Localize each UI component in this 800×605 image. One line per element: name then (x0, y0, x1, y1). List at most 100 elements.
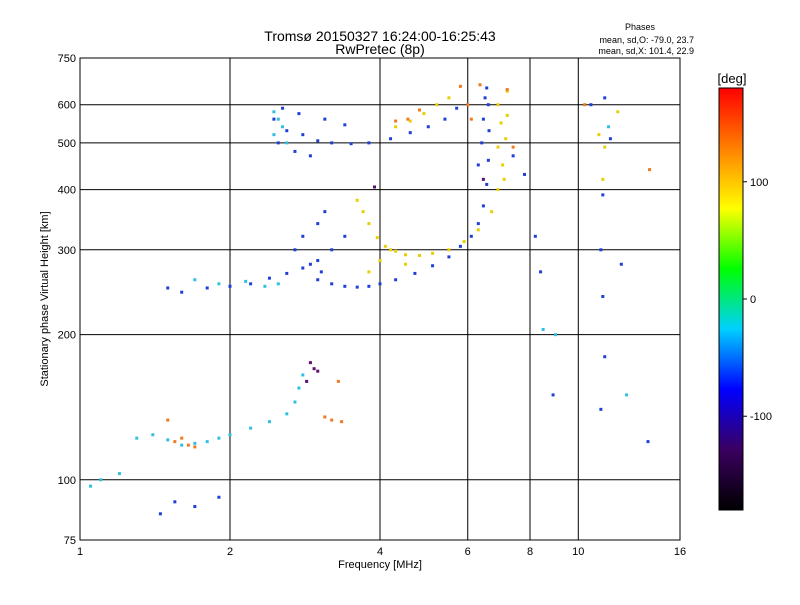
data-point (308, 154, 312, 158)
x-tick-label: 10 (572, 546, 584, 558)
data-point (343, 284, 347, 288)
colorbar-tick-label: 100 (750, 177, 768, 189)
data-point (89, 484, 93, 488)
data-point (469, 234, 473, 238)
data-point (589, 103, 593, 107)
data-point (272, 117, 276, 121)
data-point (601, 295, 605, 299)
data-point (316, 139, 320, 143)
data-point (217, 282, 221, 286)
data-point (523, 172, 527, 176)
data-point (406, 117, 410, 121)
data-point (293, 149, 297, 153)
data-point (193, 445, 197, 449)
data-point (276, 117, 280, 121)
data-point (394, 249, 398, 253)
data-point (272, 133, 276, 137)
data-point (340, 420, 344, 424)
data-point (186, 443, 190, 447)
y-tick-label: 400 (58, 185, 76, 197)
x-tick-label: 8 (527, 546, 533, 558)
data-point (173, 500, 177, 504)
legend-line-x: mean, sd,X: 101.4, 22.9 (598, 46, 694, 56)
data-point (496, 145, 500, 149)
chart-title: Tromsø 20150327 16:24:00-16:25:43 (264, 28, 496, 44)
data-point (499, 121, 503, 125)
data-point (180, 290, 184, 294)
data-point (217, 436, 221, 440)
data-point (608, 137, 612, 141)
data-point (308, 361, 312, 365)
data-point (312, 367, 316, 371)
x-tick-label: 16 (674, 546, 686, 558)
data-point (367, 284, 371, 288)
data-point (228, 433, 232, 437)
data-point (485, 86, 489, 90)
data-point (431, 264, 435, 268)
data-point (383, 244, 387, 248)
legend-line-o: mean, sd,O: -79.0, 23.7 (599, 35, 694, 45)
data-point (343, 123, 347, 127)
data-point (99, 478, 103, 482)
data-point (480, 141, 484, 145)
data-point (616, 110, 620, 114)
y-tick-label: 500 (58, 138, 76, 150)
data-point (293, 248, 297, 252)
data-point (319, 270, 323, 274)
data-point (599, 407, 603, 411)
data-point (447, 96, 451, 100)
data-point (505, 113, 509, 117)
colorbar (718, 87, 744, 511)
data-point (443, 117, 447, 121)
data-point (135, 436, 139, 440)
data-point (533, 234, 537, 238)
data-point (297, 112, 301, 116)
legend-title: Phases (625, 22, 656, 32)
data-point (301, 266, 305, 270)
data-point (502, 177, 506, 181)
y-tick-label: 600 (58, 100, 76, 112)
data-point (301, 133, 305, 137)
data-point (330, 418, 334, 422)
data-point (431, 251, 435, 255)
data-point (267, 276, 271, 280)
data-point (417, 108, 421, 112)
data-point (422, 112, 426, 116)
data-point (486, 158, 490, 162)
data-point (408, 119, 412, 123)
data-point (394, 119, 398, 123)
data-point (281, 106, 285, 110)
x-tick-label: 1 (77, 546, 83, 558)
data-point (166, 418, 170, 422)
data-point (476, 163, 480, 167)
data-point (413, 271, 417, 275)
data-point (285, 271, 289, 275)
colorbar-label: [deg] (718, 71, 747, 86)
data-point (648, 168, 652, 172)
data-point (469, 117, 473, 121)
data-point (447, 248, 451, 252)
data-point (462, 240, 466, 244)
data-point (343, 234, 347, 238)
data-point (417, 253, 421, 257)
y-tick-label: 750 (58, 53, 76, 65)
data-point (539, 270, 543, 274)
scatter-points (89, 83, 652, 516)
data-point (263, 284, 267, 288)
data-point (297, 386, 301, 390)
y-axis-label: Stationary phase Virtual Height [km] (39, 211, 51, 386)
data-point (597, 133, 601, 137)
data-point (373, 185, 377, 189)
data-point (285, 129, 289, 133)
data-point (323, 415, 327, 419)
data-point (603, 96, 607, 100)
data-point (490, 210, 494, 214)
data-point (551, 393, 555, 397)
data-point (375, 236, 379, 240)
data-point (355, 198, 359, 202)
data-point (267, 420, 271, 424)
data-point (117, 472, 121, 476)
data-point (316, 278, 320, 282)
data-point (330, 248, 334, 252)
